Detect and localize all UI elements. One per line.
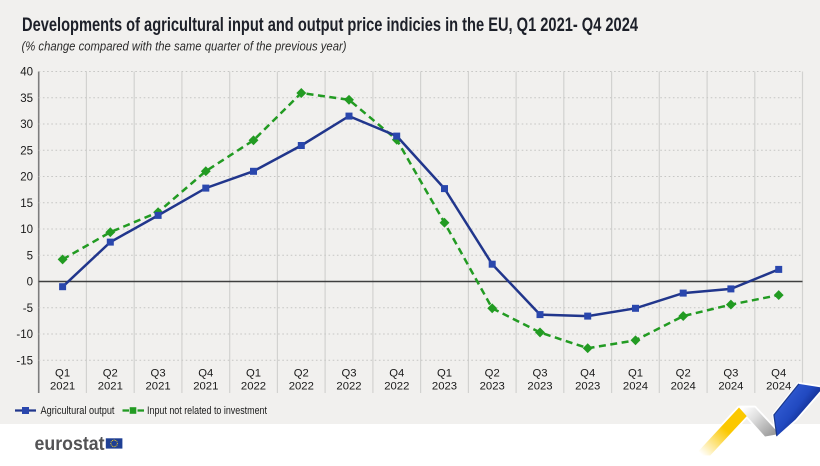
svg-text:20: 20 (20, 172, 33, 184)
svg-text:Q2: Q2 (676, 368, 691, 380)
svg-text:Q1: Q1 (628, 368, 643, 380)
svg-text:Input not related to investmen: Input not related to investment (147, 405, 268, 417)
svg-text:Q3: Q3 (723, 368, 738, 380)
svg-text:2023: 2023 (432, 381, 457, 393)
svg-text:Q2: Q2 (485, 368, 500, 380)
svg-text:2023: 2023 (480, 381, 505, 393)
svg-text:Developments of agricultural i: Developments of agricultural input and o… (22, 14, 638, 36)
svg-text:2024: 2024 (766, 381, 791, 393)
svg-text:2023: 2023 (575, 381, 600, 393)
svg-text:Q4: Q4 (580, 368, 595, 380)
svg-text:Q1: Q1 (246, 368, 261, 380)
svg-text:15: 15 (20, 198, 33, 210)
svg-text:-15: -15 (16, 355, 33, 367)
svg-text:eurostat: eurostat (35, 433, 105, 455)
svg-text:Q3: Q3 (151, 368, 166, 380)
svg-text:-5: -5 (23, 303, 33, 315)
svg-text:Q4: Q4 (198, 368, 213, 380)
svg-text:Q2: Q2 (294, 368, 309, 380)
svg-text:Agricultural output: Agricultural output (41, 405, 116, 417)
svg-text:2023: 2023 (527, 381, 552, 393)
svg-text:2021: 2021 (98, 381, 123, 393)
svg-text:2022: 2022 (241, 381, 266, 393)
svg-text:2021: 2021 (146, 381, 171, 393)
svg-text:Q3: Q3 (532, 368, 547, 380)
svg-text:2024: 2024 (671, 381, 696, 393)
svg-text:2022: 2022 (289, 381, 314, 393)
svg-text:10: 10 (20, 224, 33, 236)
svg-text:Q1: Q1 (55, 368, 70, 380)
svg-text:Q4: Q4 (771, 368, 786, 380)
svg-text:5: 5 (27, 250, 33, 262)
svg-text:35: 35 (20, 93, 33, 105)
svg-text:2024: 2024 (718, 381, 743, 393)
svg-text:2022: 2022 (336, 381, 361, 393)
svg-text:Q1: Q1 (437, 368, 452, 380)
svg-text:30: 30 (20, 119, 33, 131)
svg-text:2021: 2021 (50, 381, 75, 393)
svg-text:-10: -10 (16, 329, 33, 341)
svg-text:2024: 2024 (623, 381, 648, 393)
svg-text:40: 40 (20, 67, 33, 79)
svg-text:25: 25 (20, 145, 33, 157)
svg-text:Q3: Q3 (341, 368, 356, 380)
svg-text:0: 0 (27, 277, 33, 289)
svg-text:2021: 2021 (193, 381, 218, 393)
svg-text:Q2: Q2 (103, 368, 118, 380)
svg-text:2022: 2022 (384, 381, 409, 393)
svg-text:Q4: Q4 (389, 368, 404, 380)
svg-text:(% change compared with the sa: (% change compared with the same quarter… (22, 39, 347, 54)
